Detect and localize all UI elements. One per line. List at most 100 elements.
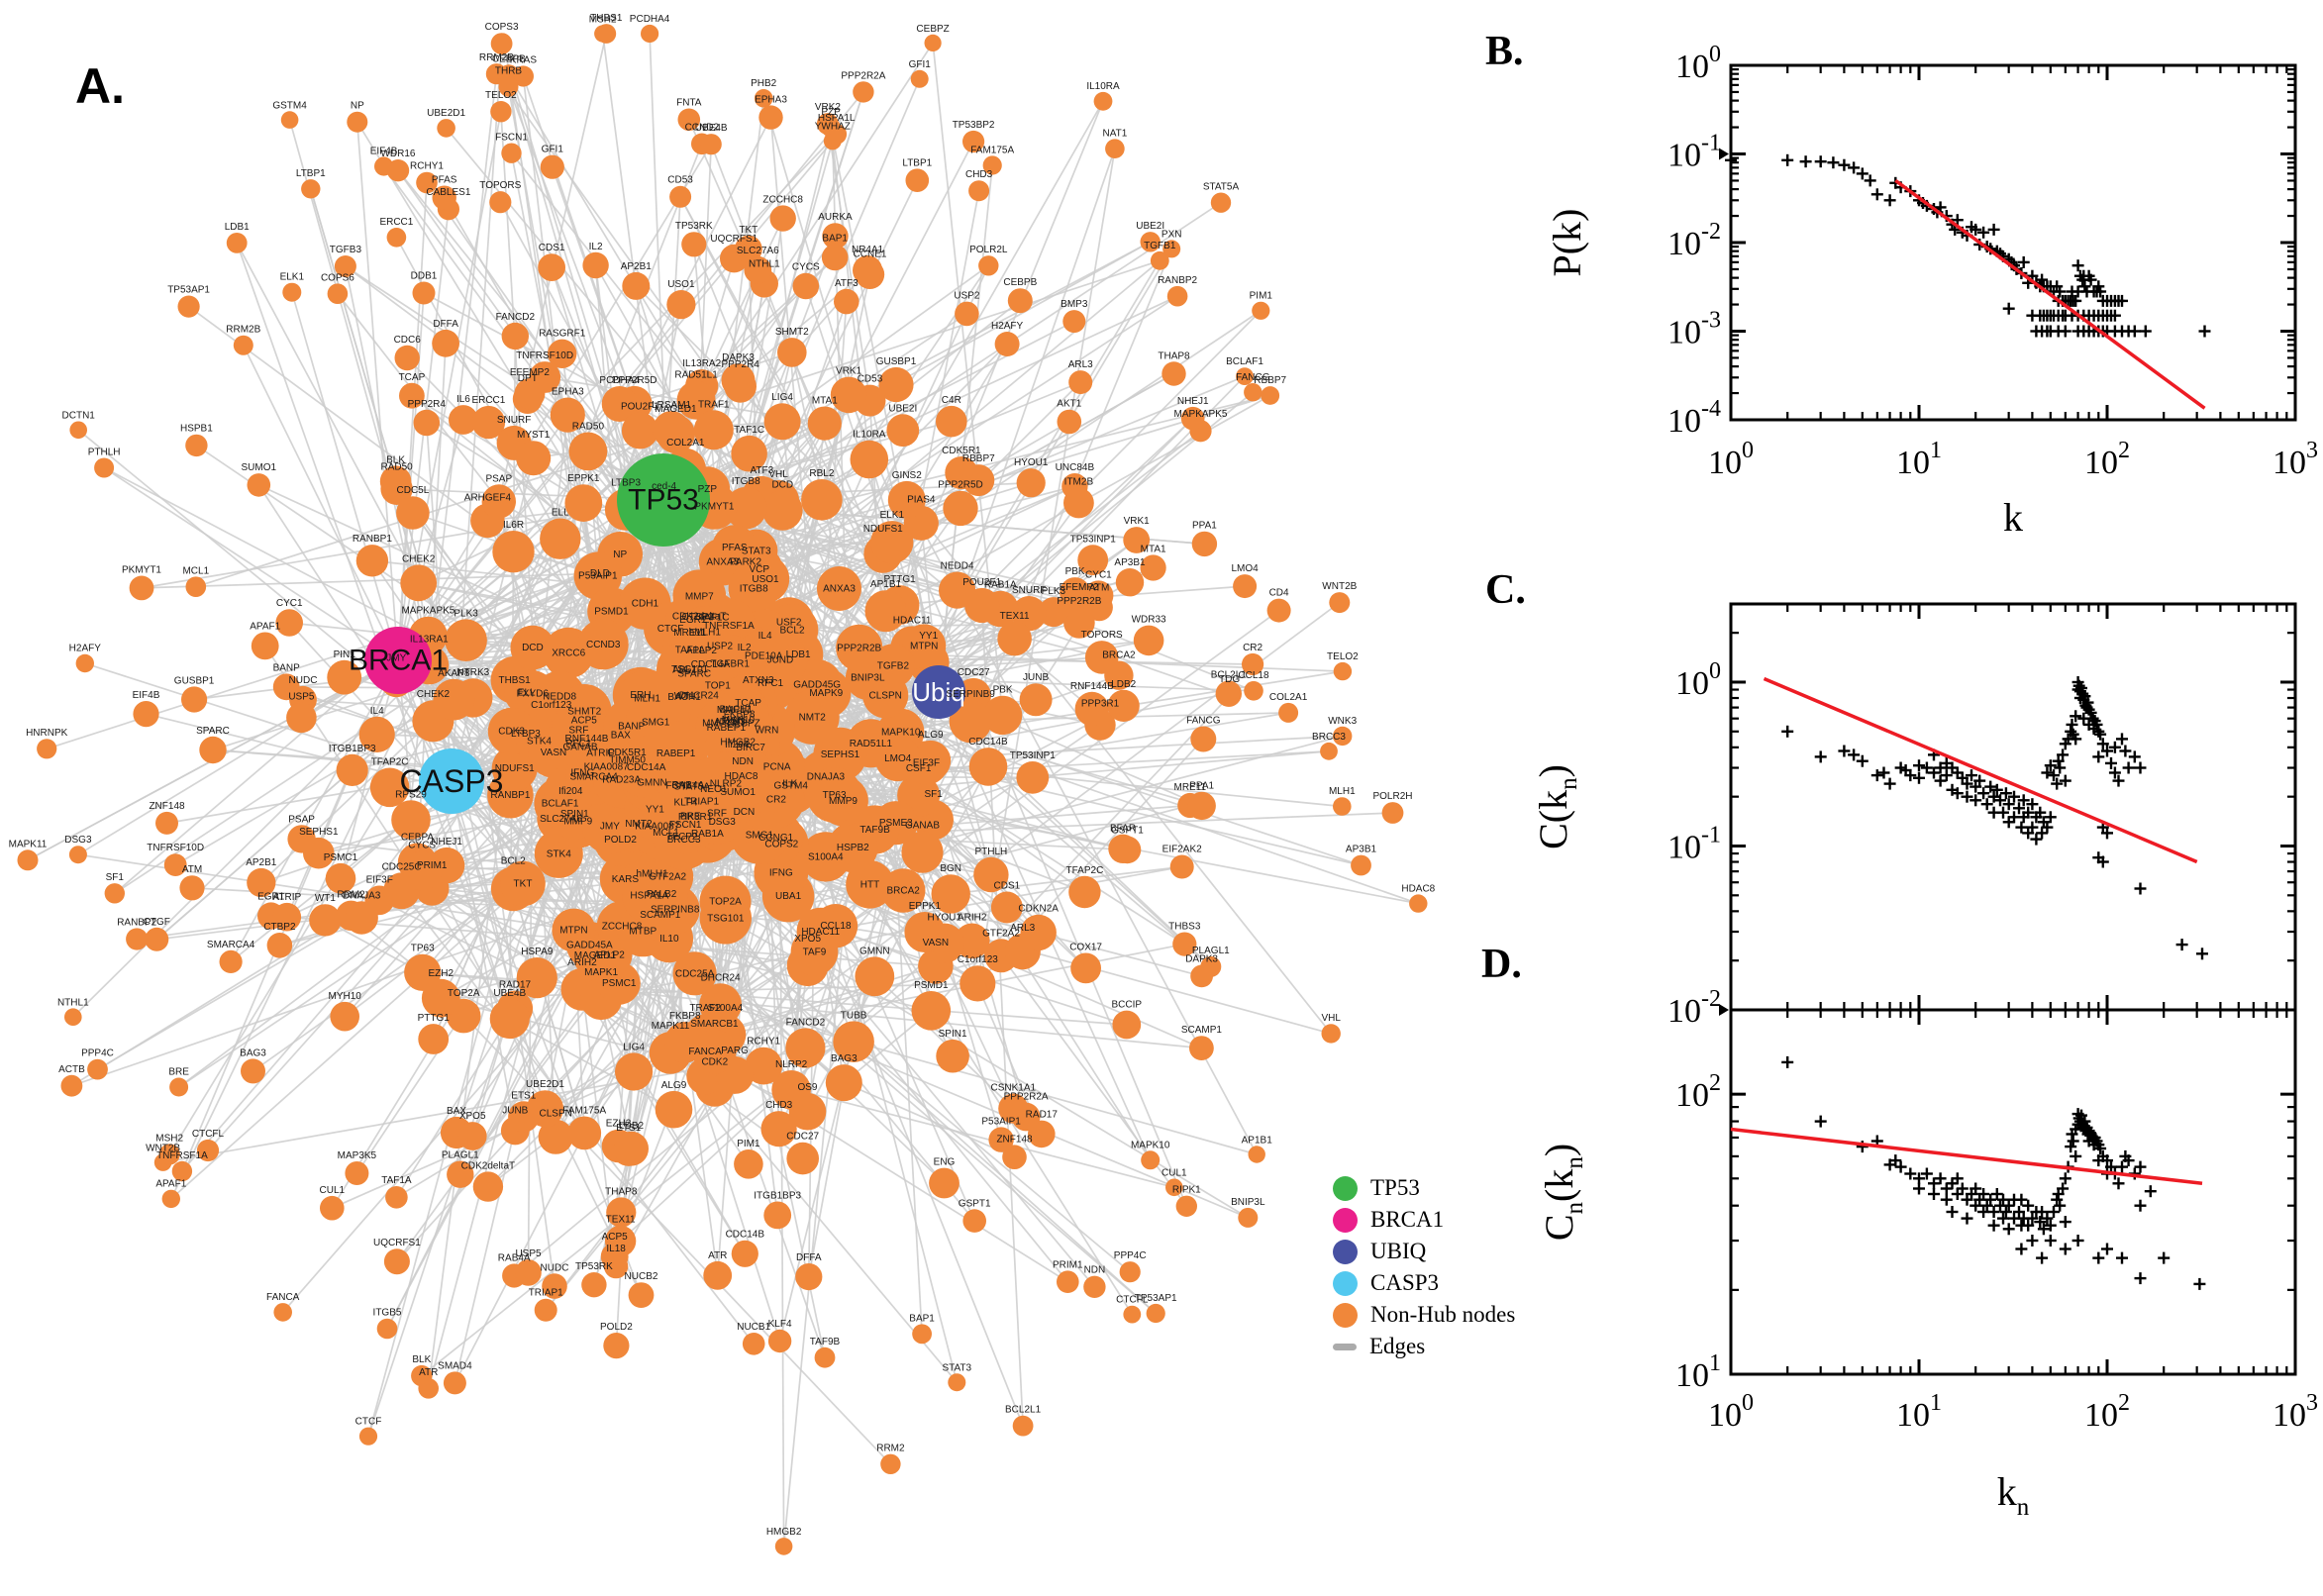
gene-node	[437, 119, 455, 138]
gene-node	[179, 875, 205, 901]
gene-node-label: POU2F1	[621, 402, 659, 413]
gene-node-label: CYCS	[792, 262, 820, 273]
gene-node-label: CUL1	[320, 1185, 346, 1196]
gene-node-label: POLD2	[604, 835, 637, 846]
gene-node-label: EGR1	[257, 891, 285, 902]
gene-node-label: SUMO1	[720, 787, 756, 798]
gene-node-label: Ifi204	[558, 786, 583, 797]
gene-node-label: MAPK11	[652, 1021, 690, 1032]
gene-node-label: BCL2L1	[1005, 1405, 1042, 1416]
gene-node-label: CEBPZ	[916, 24, 949, 35]
legend-swatch-casp3	[1333, 1270, 1358, 1296]
gene-node	[1063, 487, 1094, 519]
gene-node-label: BCL2	[779, 625, 804, 636]
gene-node	[792, 272, 820, 300]
gene-node-label: PSME3	[879, 818, 913, 829]
gene-node	[731, 435, 767, 472]
gene-node	[998, 1093, 1029, 1124]
gene-node-label: THRB	[495, 66, 523, 77]
network-edge	[843, 1081, 1015, 1158]
network-edge	[441, 804, 1191, 1000]
gene-node-label: MTBP	[629, 926, 656, 937]
hub-node-casp3	[419, 748, 484, 814]
gene-node-label: CEBPB	[492, 53, 526, 64]
gene-node	[754, 89, 773, 108]
gene-node-label: TP53INP1	[1010, 750, 1057, 761]
gene-node-label: CTCFL	[192, 1129, 225, 1140]
gene-node-label: PBK	[993, 685, 1013, 696]
network-edge	[181, 864, 448, 1172]
gene-node-label: CEBPZ	[727, 719, 759, 730]
gene-node-label: EPHA3	[552, 387, 584, 398]
gene-node-label: POLR2L	[969, 245, 1008, 255]
gene-node-label: MCL1	[182, 565, 209, 576]
gene-node-label: GTF2A2	[982, 928, 1020, 939]
gene-node	[939, 571, 976, 609]
legend-label-tp53: TP53	[1370, 1175, 1420, 1200]
gene-node-label: TRIAP1	[529, 1288, 563, 1299]
gene-node-label: YY1	[646, 805, 664, 816]
gene-node-label: GADD45G	[793, 680, 841, 691]
gene-node-label: VHL	[768, 469, 788, 480]
gene-node-label: COPS3	[485, 22, 519, 33]
gene-node-label: ATM	[182, 864, 202, 875]
gene-node-label: SCAMP1	[1181, 1025, 1223, 1036]
gene-node-label: RFC1	[565, 739, 592, 749]
gene-node-label: BAP1	[909, 1313, 935, 1324]
gene-node	[853, 255, 883, 286]
gene-node-label: NDUFS1	[863, 524, 903, 535]
gene-node	[447, 1160, 474, 1188]
gene-node-label: IL6	[456, 394, 470, 405]
gene-node	[394, 345, 420, 371]
gene-node-label: SMG1	[642, 718, 670, 729]
gene-node-label: BCLAF1	[542, 799, 579, 810]
hub-node-tp53	[617, 453, 710, 547]
gene-node	[653, 411, 690, 449]
gene-node-label: FANCG	[1186, 716, 1221, 727]
gene-node-label: NEDD8	[543, 691, 576, 702]
gene-node	[912, 1324, 932, 1345]
legend-swatch-ubiq	[1333, 1239, 1358, 1264]
gene-node-label: WNK3	[1328, 716, 1357, 727]
gene-node	[1146, 1303, 1165, 1324]
gene-node	[386, 228, 407, 248]
gene-node-label: JMY	[600, 822, 620, 833]
gene-node-label: THAP8	[1158, 350, 1190, 361]
gene-node-label: SPARC	[196, 726, 230, 737]
gene-node-label: SHMT2	[775, 327, 809, 338]
gene-node-label: AP1B1	[870, 579, 902, 590]
gene-node	[1115, 568, 1145, 597]
gene-node	[745, 1047, 783, 1085]
gene-node-label: APAF1	[155, 1179, 186, 1190]
gene-node	[601, 386, 638, 422]
gene-node	[1320, 742, 1338, 760]
hub-node-brca1-label: BRCA1	[349, 645, 448, 677]
gene-node-label: AP2B1	[621, 261, 653, 272]
gene-node	[345, 901, 378, 935]
gene-node-label: PPP2R2B	[1057, 596, 1101, 607]
network-edge	[451, 780, 547, 1110]
gene-node-label: ENG	[934, 1157, 956, 1168]
gene-node	[596, 24, 617, 44]
gene-node-label: BACH1	[720, 704, 754, 715]
gene-node-label: TGFB3	[330, 245, 362, 255]
gene-node	[936, 405, 967, 438]
gene-node-label: TNFRSF10D	[516, 350, 573, 361]
gene-node-label: BIRC7	[736, 743, 765, 753]
gene-node-label: PZP	[821, 107, 841, 118]
gene-node	[949, 700, 992, 744]
gene-node	[878, 366, 914, 403]
gene-node-label: DCN	[734, 807, 756, 818]
gene-node	[273, 1303, 293, 1322]
gene-node-label: SPARC	[677, 669, 711, 680]
gene-node	[784, 689, 840, 745]
gene-node	[540, 154, 564, 179]
gene-node	[990, 891, 1023, 924]
gene-node	[603, 1333, 630, 1359]
gene-node-label: C1orf123	[958, 954, 999, 965]
gene-node-label: DCTN1	[62, 411, 96, 422]
gene-node-label: EIF4B	[133, 690, 160, 701]
plot-panel-C: 100 10-1 10-2 C(kn)	[1531, 602, 2297, 1030]
gene-node-label: TSG101	[671, 664, 709, 675]
